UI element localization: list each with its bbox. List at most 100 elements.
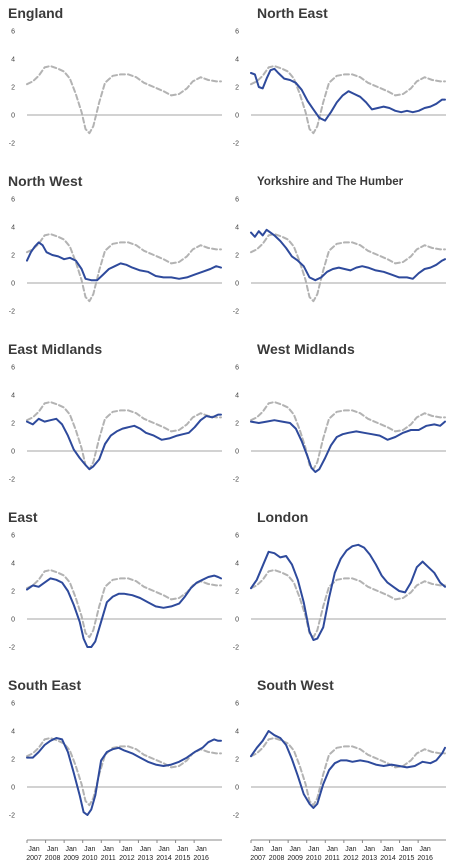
x-tick-label-year: 2013 [138,855,154,862]
chart-panel-east: 6 4 2 0 -2 East [0,504,226,672]
series-line-region [26,413,222,471]
y-tick-label: 4 [11,729,15,736]
chart-panel-west-midlands: 6 4 2 0 -2 West Midlands [224,336,450,504]
y-tick-label: 4 [11,57,15,64]
chart-title: South West [257,677,334,693]
y-tick-label: 6 [11,533,15,540]
x-tick-label-month: Jan [47,846,58,853]
chart-panel-east-midlands: 6 4 2 0 -2 East Midlands [0,336,226,504]
y-tick-label: -2 [9,309,15,316]
chart-svg-north-east: 6 4 2 0 -2 [233,29,446,148]
series-line-region [250,730,446,809]
x-tick-label-month: Jan [289,846,300,853]
x-tick-label-month: Jan [345,846,356,853]
chart-svg-north-west: 6 4 2 0 -2 [9,197,222,316]
series-line-comparison [26,65,222,135]
series-line-comparison [250,401,446,471]
y-tick-label: 6 [235,29,239,36]
x-tick-label-month: Jan [401,846,412,853]
y-tick-label: 0 [11,449,15,456]
y-tick-label: 2 [235,85,239,92]
x-tick-label-year: 2007 [250,855,266,862]
y-tick-label: -2 [233,645,239,652]
series-line-comparison [250,569,446,639]
series-line-comparison [26,737,222,807]
x-tick-label-year: 2014 [156,855,172,862]
chart-title: North East [257,5,328,21]
chart-title: West Midlands [257,341,355,357]
x-tick-label-month: Jan [308,846,319,853]
x-tick-label-month: Jan [419,846,430,853]
chart-svg-west-midlands: 6 4 2 0 -2 [233,365,446,484]
series-line-comparison [250,65,446,135]
y-tick-label: 6 [235,197,239,204]
chart-panel-england: 6 4 2 0 -2 England [0,0,226,168]
x-tick-label-month: Jan [364,846,375,853]
x-tick-label-year: 2010 [306,855,322,862]
chart-title: East Midlands [8,341,103,357]
series-line-region [250,419,446,473]
y-tick-label: 0 [235,785,239,792]
y-tick-label: -2 [233,477,239,484]
x-tick-label-month: Jan [382,846,393,853]
y-tick-label: 6 [11,365,15,372]
chart-title: Yorkshire and The Humber [257,176,404,188]
x-tick-label-month: Jan [121,846,132,853]
series-line-comparison [250,233,446,303]
series-line-region [26,574,222,648]
y-tick-label: 4 [235,225,239,232]
chart-svg-south-east: 6 4 2 0 -2 Jan 2007 Jan 2008 Jan 2009 Jan 2010 Jan 201… [9,701,222,862]
y-tick-label: 0 [235,113,239,120]
y-tick-label: -2 [9,141,15,148]
y-tick-label: 2 [235,757,239,764]
x-tick-label-year: 2013 [362,855,378,862]
y-tick-label: 2 [11,253,15,260]
y-tick-label: 4 [11,225,15,232]
chart-svg-east: 6 4 2 0 -2 [9,533,222,652]
chart-title: North West [8,173,83,189]
y-tick-label: -2 [233,141,239,148]
y-tick-label: -2 [9,477,15,484]
y-tick-label: -2 [233,309,239,316]
x-tick-label-month: Jan [252,846,263,853]
chart-title: South East [8,677,82,693]
y-tick-label: 6 [11,701,15,708]
y-tick-label: 6 [235,701,239,708]
chart-panel-south-east: 6 4 2 0 -2 Jan 2007 Jan 2008 Jan 2009 Jan 2010 Jan 201… [0,672,226,862]
y-tick-label: 4 [235,57,239,64]
y-tick-label: 4 [235,729,239,736]
x-tick-label-year: 2014 [380,855,396,862]
x-tick-label-year: 2016 [193,855,209,862]
y-tick-label: 0 [235,281,239,288]
y-tick-label: 0 [11,617,15,624]
y-tick-label: 4 [11,561,15,568]
x-tick-label-year: 2015 [399,855,415,862]
x-tick-label-year: 2009 [63,855,79,862]
y-tick-label: 6 [235,365,239,372]
x-tick-label-month: Jan [65,846,76,853]
y-tick-label: 2 [11,421,15,428]
chart-title: East [8,509,38,525]
chart-svg-east-midlands: 6 4 2 0 -2 [9,365,222,484]
x-tick-label-year: 2007 [26,855,42,862]
series-line-region [26,737,222,816]
x-tick-label-month: Jan [84,846,95,853]
x-tick-label-year: 2010 [82,855,98,862]
chart-panel-north-east: 6 4 2 0 -2 North East [224,0,450,168]
x-tick-label-year: 2016 [417,855,433,862]
series-line-region [26,241,222,282]
x-tick-label-year: 2011 [325,855,340,862]
chart-panel-yorkshire-and-the-humber: 6 4 2 0 -2 Yorkshire and The Humber [224,168,450,336]
x-tick-label-year: 2012 [119,855,135,862]
series-line-region [250,228,446,282]
x-tick-label-year: 2011 [101,855,116,862]
x-tick-label-month: Jan [327,846,338,853]
x-tick-label-month: Jan [271,846,282,853]
y-tick-label: 2 [235,421,239,428]
y-tick-label: 2 [11,85,15,92]
chart-svg-london: 6 4 2 0 -2 [233,533,446,652]
chart-svg-yorkshire-and-the-humber: 6 4 2 0 -2 [233,197,446,316]
x-tick-label-month: Jan [158,846,169,853]
y-tick-label: 4 [11,393,15,400]
